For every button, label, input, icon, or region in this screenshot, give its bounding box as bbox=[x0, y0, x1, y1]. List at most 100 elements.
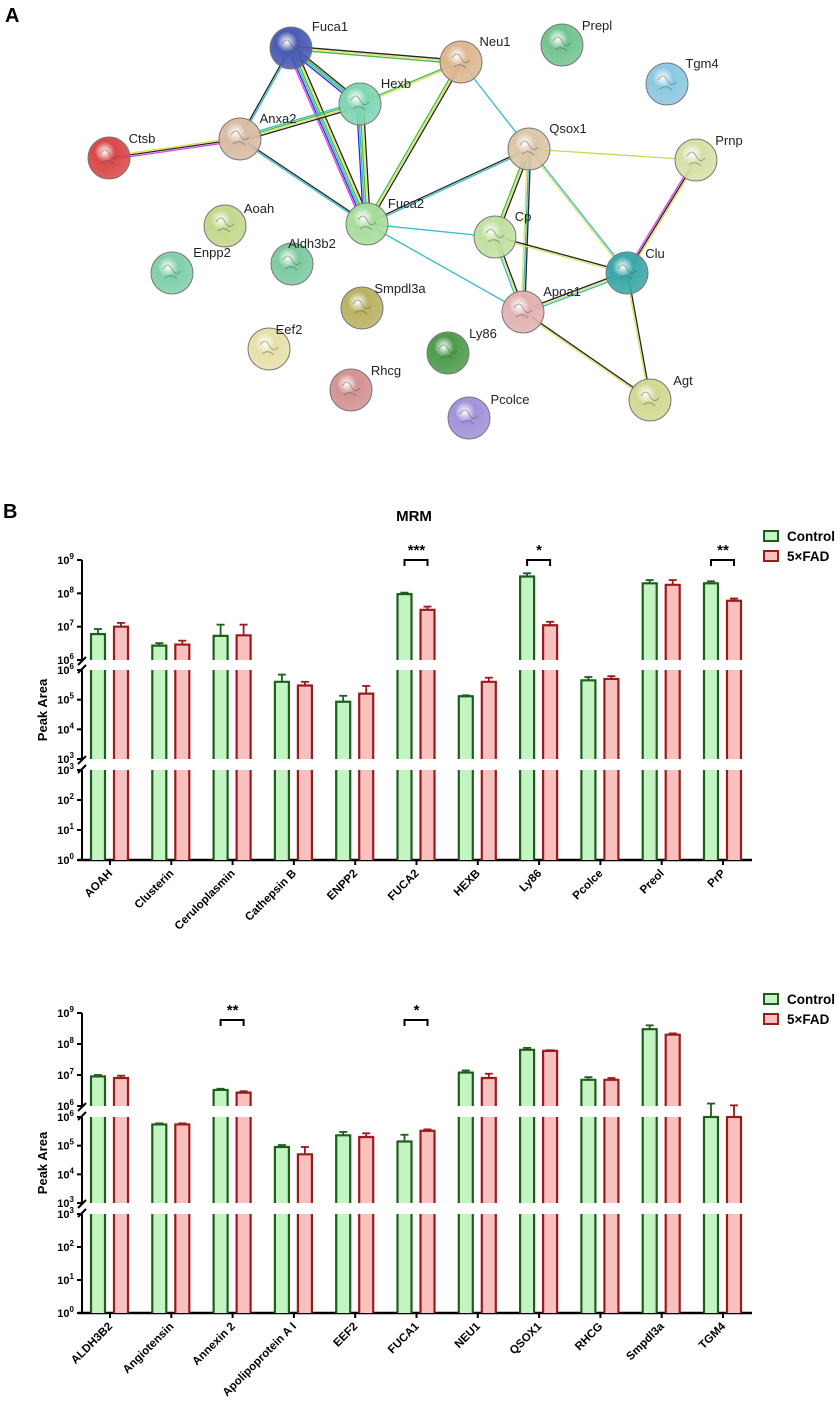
bar-segment-fill bbox=[727, 1214, 741, 1313]
protein-structure-icon bbox=[438, 344, 458, 360]
y-tick-label: 106 bbox=[57, 652, 74, 667]
protein-structure-icon bbox=[341, 381, 361, 397]
node-apoa1[interactable]: Apoa1 bbox=[501, 284, 581, 334]
protein-structure-icon bbox=[215, 217, 235, 233]
x-tick-label: TGM4 bbox=[697, 1320, 729, 1352]
bar-segment-fill bbox=[520, 1214, 535, 1313]
protein-structure-icon bbox=[162, 264, 182, 280]
bar-segment-fill bbox=[604, 1117, 619, 1203]
bar-segment-fill bbox=[213, 1117, 228, 1203]
category-eef2: EEF2 bbox=[331, 1131, 375, 1349]
bar-5xfad bbox=[419, 1128, 436, 1313]
node-enpp2[interactable]: Enpp2 bbox=[150, 245, 231, 295]
node-anxa2[interactable]: Anxa2 bbox=[218, 111, 296, 161]
node-aldh3b2[interactable]: Aldh3b2 bbox=[270, 236, 336, 286]
bar-control bbox=[151, 642, 168, 860]
legend-swatch bbox=[763, 530, 779, 542]
category-aoah: AOAH bbox=[83, 621, 130, 900]
category-annexin-2: Annexin 2 bbox=[190, 1087, 252, 1368]
edge-evidence-line bbox=[108, 138, 241, 159]
bar-5xfad bbox=[296, 1146, 313, 1313]
edge-evidence-line bbox=[291, 47, 369, 224]
bar-segment-fill bbox=[642, 770, 657, 860]
bar-segment-fill bbox=[665, 670, 680, 759]
significance-marker: ** bbox=[710, 542, 735, 566]
node-label: Ctsb bbox=[129, 131, 156, 146]
y-tick-label: 109 bbox=[57, 1005, 74, 1020]
y-tick-label: 106 bbox=[57, 1098, 74, 1113]
bar-control bbox=[702, 1102, 720, 1313]
node-neu1[interactable]: Neu1 bbox=[439, 34, 511, 84]
y-tick-label: 103 bbox=[57, 762, 74, 777]
bar-segment-fill bbox=[297, 685, 312, 759]
edge-apoa1-agt bbox=[522, 310, 651, 402]
protein-node-sphere bbox=[426, 331, 470, 375]
node-cp[interactable]: Cp bbox=[473, 209, 531, 259]
bar-segment-fill bbox=[420, 609, 435, 660]
x-tick-label: Pcolce bbox=[571, 868, 606, 903]
bar-segment-fill bbox=[520, 670, 535, 759]
x-tick-label: Cathepsin B bbox=[243, 868, 299, 924]
bar-segment-fill bbox=[520, 770, 535, 860]
node-eef2[interactable]: Eef2 bbox=[247, 322, 303, 371]
edge-evidence-line bbox=[626, 159, 697, 274]
node-ctsb[interactable]: Ctsb bbox=[87, 131, 156, 180]
bar-control bbox=[518, 1046, 536, 1313]
protein-node-sphere bbox=[150, 251, 194, 295]
edge-evidence-line bbox=[528, 148, 697, 161]
bar-5xfad bbox=[664, 1032, 681, 1313]
bar-segment-fill bbox=[581, 1117, 596, 1203]
bar-segment-fill bbox=[336, 1135, 351, 1203]
node-ly86[interactable]: Ly86 bbox=[426, 326, 497, 375]
legend-chart-2: Control 5×FAD bbox=[763, 992, 835, 1027]
protein-node-sphere bbox=[473, 215, 517, 259]
category-pcolce: Pcolce bbox=[571, 675, 620, 903]
node-rhcg[interactable]: Rhcg bbox=[329, 363, 401, 412]
protein-structure-icon bbox=[485, 228, 505, 244]
edge-evidence-line bbox=[291, 45, 462, 61]
node-qsox1[interactable]: Qsox1 bbox=[507, 121, 587, 171]
bar-segment-fill bbox=[704, 1117, 718, 1203]
bar-segment-fill bbox=[420, 1130, 435, 1203]
node-prepl[interactable]: Prepl bbox=[540, 18, 612, 67]
y-axis-title: Peak Area bbox=[35, 1131, 50, 1194]
significance-bracket bbox=[526, 559, 552, 566]
node-label: Agt bbox=[673, 373, 693, 388]
bar-segment-fill bbox=[604, 1079, 619, 1106]
edge-evidence-line bbox=[627, 272, 652, 400]
node-label: Eef2 bbox=[276, 322, 303, 337]
node-prnp[interactable]: Prnp bbox=[674, 133, 743, 182]
category-cathepsin-b: Cathepsin B bbox=[243, 673, 313, 924]
node-fuca2[interactable]: Fuca2 bbox=[345, 196, 424, 246]
node-clu[interactable]: Clu bbox=[605, 246, 665, 295]
x-tick-label: FUCA2 bbox=[386, 868, 422, 904]
protein-node-sphere bbox=[674, 138, 718, 182]
edge-fuca2-apoa1 bbox=[366, 223, 524, 313]
bar-5xfad bbox=[541, 1049, 559, 1313]
node-tgm4[interactable]: Tgm4 bbox=[645, 56, 719, 106]
node-hexb[interactable]: Hexb bbox=[338, 76, 411, 126]
node-smpdl3a[interactable]: Smpdl3a bbox=[340, 281, 426, 330]
x-tick-label: HEXB bbox=[452, 868, 483, 899]
bar-segment-fill bbox=[543, 770, 558, 860]
protein-structure-icon bbox=[357, 215, 377, 231]
edge-evidence-line bbox=[366, 61, 462, 225]
bar-segment-fill bbox=[91, 770, 105, 860]
bar-segment-fill bbox=[213, 670, 228, 759]
protein-structure-icon bbox=[230, 130, 250, 146]
y-tick-label: 101 bbox=[57, 822, 74, 837]
node-fuca1[interactable]: Fuca1 bbox=[269, 19, 348, 70]
x-tick-label: PrP bbox=[706, 867, 729, 890]
bar-control bbox=[335, 1131, 352, 1313]
node-aoah[interactable]: Aoah bbox=[203, 201, 274, 248]
y-tick-label: 104 bbox=[57, 721, 74, 736]
edge-evidence-line bbox=[364, 60, 461, 224]
node-agt[interactable]: Agt bbox=[628, 373, 693, 422]
node-pcolce[interactable]: Pcolce bbox=[447, 392, 530, 440]
node-label: Apoa1 bbox=[543, 284, 581, 299]
bar-control bbox=[273, 673, 290, 860]
protein-structure-icon bbox=[657, 75, 677, 91]
